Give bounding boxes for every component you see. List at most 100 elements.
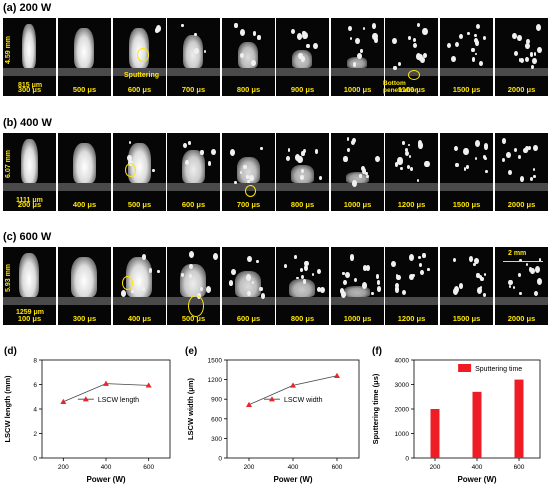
frame-time: 600 μs [236, 314, 261, 323]
legend-marker [82, 396, 89, 402]
frame-time: 1000 μs [343, 85, 372, 94]
frame-time: 1500 μs [452, 200, 481, 209]
y-tick-label: 4 [33, 407, 37, 414]
frame-time: 700 μs [236, 200, 261, 209]
panel-label-d: (d) [4, 346, 17, 357]
frame-time: 800 μs [236, 85, 261, 94]
chart-f: 0 1000 2000 3000 4000 200 400 600 Power (W) Sputt… [371, 358, 541, 484]
legend-label: Sputtering time [475, 366, 522, 373]
data-point [290, 382, 296, 388]
x-tick-label: 400 [101, 464, 112, 471]
width-annotation-c: 1259 μm [16, 309, 45, 316]
frame-2-6: 800 μs [276, 133, 329, 211]
frame-time: 500 μs [181, 314, 206, 323]
frame-2-5: 700 μs [222, 133, 275, 211]
frame-time: 1500 μs [452, 85, 481, 94]
frame-1-1: 300 μs [3, 18, 56, 96]
chart-d: 0 2 4 6 8 200 400 600 Power (W) LSCW length (mm) L… [3, 358, 171, 484]
frame-time: 500 μs [127, 200, 152, 209]
height-annotation-a: 4.59 mm [5, 35, 12, 64]
height-annotation-c: 5.93 mm [5, 263, 12, 292]
frame-time: 2000 μs [507, 200, 536, 209]
y-tick-label: 2 [33, 431, 37, 438]
frame-3-4: 500 μs [167, 247, 220, 325]
x-tick-label: 400 [472, 464, 483, 471]
y-tick-label: 1500 [208, 358, 223, 365]
frame-3-9: 1500 μs [440, 247, 493, 325]
legend-label: LSCW length [98, 397, 139, 404]
width-annotation-a: 815 μm [18, 82, 43, 89]
frame-time: 2000 μs [507, 314, 536, 323]
frame-3-6: 800 μs [276, 247, 329, 325]
frame-3-8: 1200 μs [385, 247, 438, 325]
data-point [103, 380, 109, 386]
x-tick-label: 400 [288, 464, 299, 471]
frames-row-c: 100 μs 300 μs 400 μs 500 μs 600 μs 800 μs 1000… [0, 247, 550, 327]
y-tick-label: 900 [211, 397, 222, 404]
frame-time: 1200 μs [397, 314, 426, 323]
frame-1-5: 800 μs [222, 18, 275, 96]
bar [472, 391, 482, 458]
frame-time: 700 μs [181, 85, 206, 94]
bottom-penetration-note: Bottom penetration [383, 80, 419, 94]
x-tick-label: 200 [430, 464, 441, 471]
frame-time: 1500 μs [452, 314, 481, 323]
frame-time: 200 μs [17, 200, 42, 209]
y-tick-label: 600 [211, 416, 222, 423]
frames-row-a: 300 μs 500 μs 600 μs 700 μs 800 μs 900 μs 1000… [0, 18, 550, 98]
legend-marker [268, 396, 275, 402]
panel-label-e: (e) [185, 346, 198, 357]
row-label-c: (c) 600 W [3, 231, 52, 243]
frame-3-2: 300 μs [58, 247, 111, 325]
data-point [334, 372, 340, 378]
frame-2-8: 1200 μs [385, 133, 438, 211]
frame-2-1: 200 μs [3, 133, 56, 211]
x-axis-label: Power (W) [457, 475, 496, 484]
y-tick-label: 0 [33, 456, 37, 463]
frames-row-b: 200 μs 400 μs 500 μs 600 μs 700 μs 800 μs 1000… [0, 133, 550, 213]
frame-2-9: 1500 μs [440, 133, 493, 211]
frame-1-6: 900 μs [276, 18, 329, 96]
sputter-circle-c [122, 276, 133, 290]
x-axis-label: Power (W) [273, 475, 312, 484]
frame-1-4: 700 μs [167, 18, 220, 96]
y-tick-label: 3000 [395, 382, 410, 389]
plot-frame [226, 359, 360, 459]
frame-1-10: 2000 μs [495, 18, 548, 96]
x-tick-label: 600 [143, 464, 154, 471]
frame-1-7: 1000 μs [331, 18, 384, 96]
frame-time: 300 μs [72, 314, 97, 323]
frame-time: 1200 μs [397, 200, 426, 209]
data-point [60, 398, 67, 404]
frame-time: 400 μs [72, 200, 97, 209]
frame-time: 2000 μs [507, 85, 536, 94]
frame-time: 400 μs [127, 314, 152, 323]
frame-time: 600 μs [181, 200, 206, 209]
y-axis-label: LSCW width (μm) [186, 377, 195, 440]
frame-time: 1000 μs [343, 200, 372, 209]
scale-bar-label: 2 mm [508, 250, 527, 257]
frame-time: 1000 μs [343, 314, 372, 323]
width-annotation-b: 1111 μm [16, 197, 43, 204]
x-axis-label: Power (W) [86, 475, 125, 484]
frame-2-10: 2000 μs [495, 133, 548, 211]
penetration-circle-c [188, 295, 204, 317]
y-tick-label: 0 [218, 456, 222, 463]
frame-3-5: 600 μs [222, 247, 275, 325]
frame-time: 900 μs [290, 85, 315, 94]
y-axis-label: LSCW length (mm) [3, 375, 12, 443]
row-label-b: (b) 400 W [3, 117, 52, 129]
y-tick-label: 300 [211, 436, 222, 443]
height-annotation-b: 6.07 mm [5, 149, 12, 178]
sputter-circle-a [137, 48, 149, 62]
y-tick-label: 6 [33, 382, 37, 389]
x-tick-label: 600 [514, 464, 525, 471]
sputtering-note: Sputtering [124, 72, 159, 79]
frame-2-3: 500 μs [113, 133, 166, 211]
penetration-circle-a [408, 70, 420, 80]
y-axis-label: Sputtering time (μs) [371, 373, 380, 444]
frame-1-2: 500 μs [58, 18, 111, 96]
frame-2-4: 600 μs [167, 133, 220, 211]
frame-time: 1100 μs [397, 85, 426, 94]
frame-3-3: 400 μs [113, 247, 166, 325]
